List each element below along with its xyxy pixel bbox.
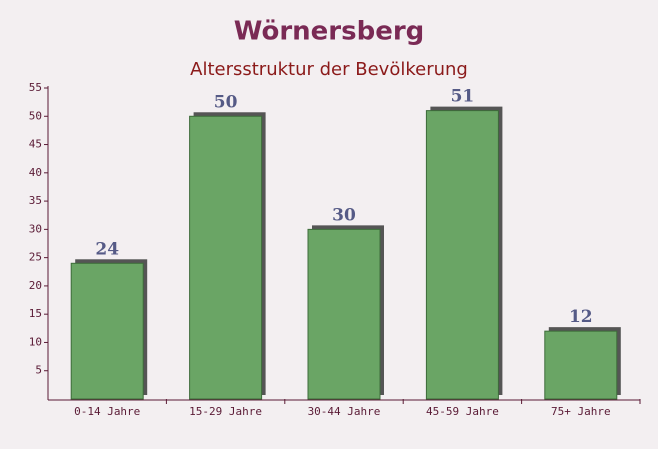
y-tick-label: 40 [29,166,42,179]
chart-title: Wörnersberg [234,17,425,47]
y-tick-label: 55 [29,81,42,94]
y-tick-label: 25 [29,251,42,264]
x-tick-label: 30-44 Jahre [308,405,381,418]
y-tick-label: 10 [29,335,42,348]
x-tick-label: 75+ Jahre [551,405,611,418]
y-tick-label: 20 [29,279,42,292]
bar [425,110,499,400]
value-label: 30 [332,205,356,225]
value-label: 24 [95,239,119,259]
bar [189,115,263,400]
value-label: 12 [569,307,593,327]
x-tick-label: 15-29 Jahre [189,405,262,418]
y-tick-label: 45 [29,138,42,151]
y-tick-label: 5 [35,364,42,377]
bar [307,228,381,400]
bar [70,262,144,400]
y-tick-label: 30 [29,222,42,235]
y-tick-label: 15 [29,307,42,320]
x-tick-label: 0-14 Jahre [74,405,140,418]
value-label: 51 [451,87,475,107]
y-tick-label: 35 [29,194,42,207]
x-tick-label: 45-59 Jahre [426,405,499,418]
chart-subtitle: Altersstruktur der Bevölkerung [190,59,468,80]
value-label: 50 [214,92,238,112]
y-tick-label: 50 [29,109,42,122]
bar [544,330,618,400]
